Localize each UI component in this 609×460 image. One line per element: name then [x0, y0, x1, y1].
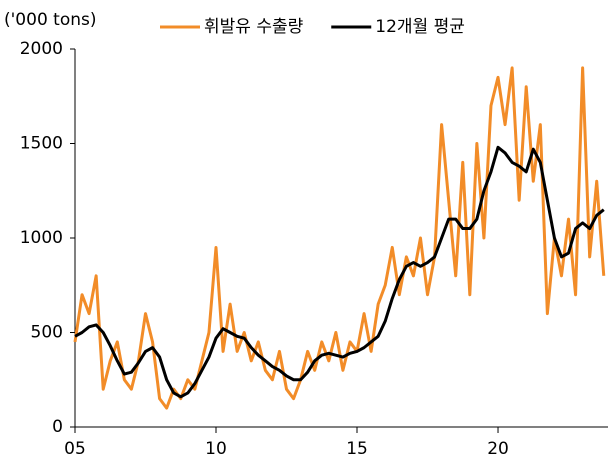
- y-tick-label: 500: [31, 323, 63, 343]
- y-tick-label: 1500: [20, 134, 63, 154]
- x-tick-label: 05: [64, 439, 86, 459]
- series-line: [74, 145, 605, 399]
- x-tick-label: 10: [205, 439, 227, 459]
- x-tick-label: 20: [487, 439, 509, 459]
- y-tick-label: 2000: [20, 39, 63, 59]
- series-line: [73, 66, 606, 410]
- y-tick-label: 0: [52, 417, 63, 437]
- y-axis-label: ('000 tons): [4, 10, 97, 30]
- x-tick-label: 15: [346, 439, 368, 459]
- legend-label: 12개월 평균: [375, 17, 465, 37]
- y-tick-label: 1000: [20, 228, 63, 248]
- legend-label: 휘발유 수출량: [204, 17, 304, 37]
